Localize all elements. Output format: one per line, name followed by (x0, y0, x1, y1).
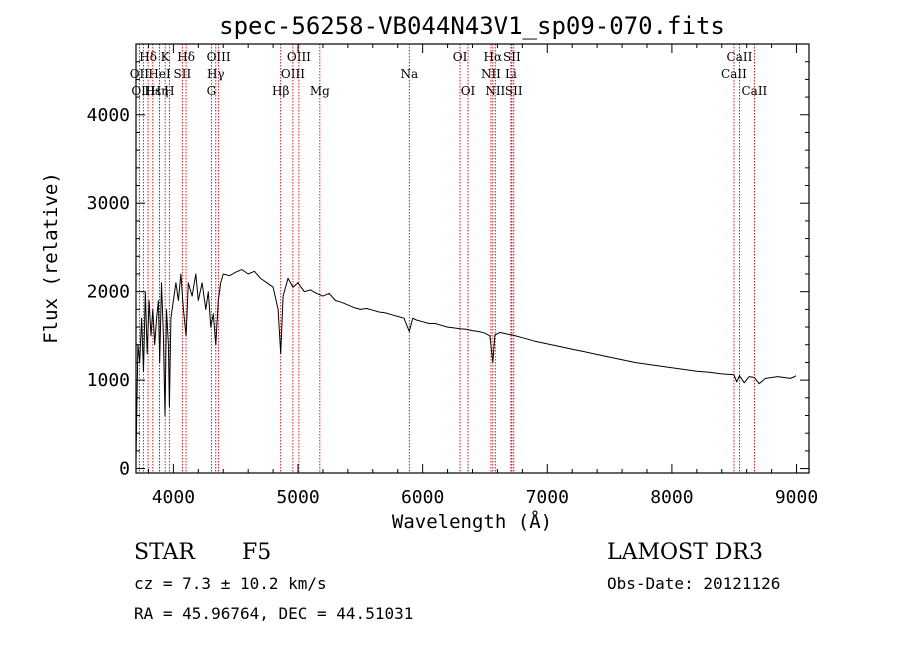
spectral-line-markers (138, 44, 755, 473)
x-tick-label: 4000 (152, 487, 195, 508)
survey-name: LAMOST DR3 (607, 540, 763, 565)
object-class: STAR (134, 540, 196, 565)
line-label: G (207, 84, 217, 98)
coordinates: RA = 45.96764, DEC = 44.51031 (134, 604, 413, 623)
line-label: Hγ (207, 67, 225, 81)
x-tick-label: 6000 (401, 487, 444, 508)
line-label: OIII (207, 50, 231, 64)
x-tick-label: 9000 (775, 487, 818, 508)
line-label: CaII (721, 67, 747, 81)
line-label: OI (461, 84, 476, 98)
line-label: OIII (281, 67, 305, 81)
y-axis-ticks: 0 1000 2000 3000 4000 (87, 61, 809, 480)
line-label: Mg (310, 84, 330, 98)
spectrum-series (135, 269, 797, 460)
line-label: OIII (131, 84, 155, 98)
line-label: NII (481, 67, 501, 81)
line-label: Hβ (272, 84, 289, 98)
y-tick-label: 0 (119, 459, 130, 480)
line-label: Hδ (177, 50, 195, 64)
line-label: Hδ (139, 50, 157, 64)
y-tick-label: 2000 (87, 282, 130, 303)
line-label: SII (505, 84, 523, 98)
line-label: Hα (484, 50, 503, 64)
line-label: H (164, 84, 174, 98)
line-label: Li (505, 67, 517, 81)
line-label: OIII (287, 50, 311, 64)
observation-date: Obs-Date: 20121126 (607, 574, 780, 593)
line-label: K (161, 50, 171, 64)
x-tick-label: 7000 (526, 487, 569, 508)
line-label: SII (174, 67, 192, 81)
line-label: CaII (741, 84, 767, 98)
y-tick-label: 3000 (87, 193, 130, 214)
x-axis-ticks: 4000 5000 6000 7000 8000 9000 (147, 44, 818, 508)
line-label: HeI (148, 67, 171, 81)
x-axis-label: Wavelength (Å) (392, 510, 552, 533)
line-label: OI (453, 50, 468, 64)
line-label: SII (503, 50, 521, 64)
y-tick-label: 4000 (87, 105, 130, 126)
line-label: Hε (144, 84, 161, 98)
plot-frame (135, 43, 810, 474)
line-label: Hη (151, 84, 169, 98)
line-label: Na (400, 67, 418, 81)
x-tick-label: 5000 (276, 487, 319, 508)
y-axis-label: Flux (relative) (40, 172, 62, 344)
chart-title: spec-56258-VB044N43V1_sp09-070.fits (219, 12, 725, 40)
spectrum-layer (135, 269, 797, 460)
redshift-cz: cz = 7.3 ± 10.2 km/s (134, 574, 327, 593)
object-subclass: F5 (242, 540, 271, 565)
x-tick-label: 8000 (650, 487, 693, 508)
line-label: NII (485, 84, 505, 98)
line-label: OII (130, 67, 150, 81)
line-label: CaII (727, 50, 753, 64)
y-tick-label: 1000 (87, 370, 130, 391)
